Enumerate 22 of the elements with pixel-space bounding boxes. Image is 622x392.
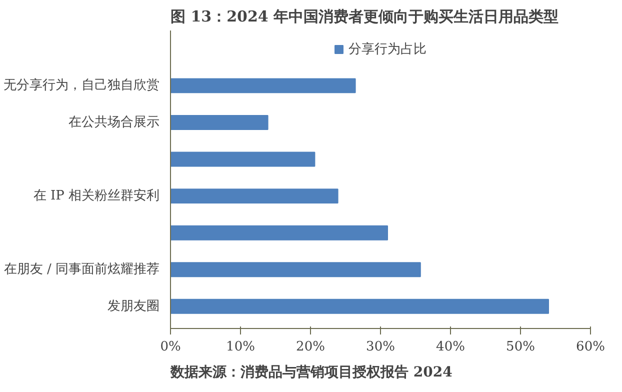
x-tick-label: 30%: [366, 340, 395, 354]
legend-label: 分享行为占比: [348, 41, 426, 58]
x-tick-label: 10%: [226, 340, 255, 354]
bar: [170, 262, 421, 278]
bar: [170, 298, 549, 314]
y-tick-label: 无分享行为，自己独自欣赏: [4, 77, 160, 94]
chart-title: 图 13：2024 年中国消费者更倾向于购买生活日用品类型: [170, 8, 559, 26]
bar: [170, 225, 388, 240]
y-tick-label: 在朋友 / 同事面前炫耀推荐: [4, 262, 160, 278]
bar: [170, 78, 356, 94]
y-tick-label: 在 IP 相关粉丝群安利: [33, 188, 160, 204]
bar: [170, 114, 268, 130]
x-tick-label: 60%: [576, 340, 605, 354]
x-tick-label: 40%: [436, 340, 465, 354]
source-note: 数据来源：消费品与营销项目授权报告 2024: [170, 364, 453, 380]
x-tick-label: 50%: [506, 340, 535, 354]
x-tick-label: 20%: [296, 340, 325, 354]
y-tick-label: 在公共场合展示: [68, 114, 160, 130]
x-tick-label: 0%: [160, 340, 181, 354]
bar: [170, 152, 316, 167]
y-tick-label: 发朋友圈: [108, 298, 160, 314]
bar: [170, 188, 338, 204]
